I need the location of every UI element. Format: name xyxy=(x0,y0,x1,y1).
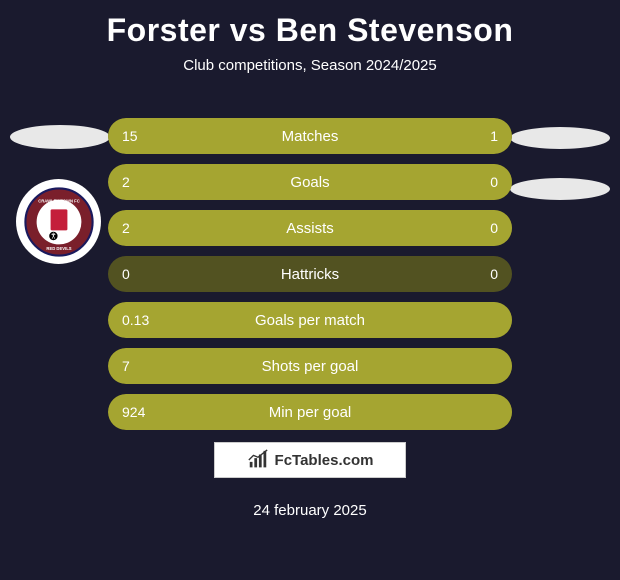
watermark: FcTables.com xyxy=(214,442,406,478)
club-badge-left: CRAWLEY TOWN FC RED DEVILS xyxy=(16,179,101,264)
stat-row: 2Assists0 xyxy=(108,210,512,246)
placeholder-oval-right-2 xyxy=(510,178,610,200)
stat-value-right: 0 xyxy=(490,256,498,292)
stat-label: Assists xyxy=(108,210,512,246)
footer-date: 24 february 2025 xyxy=(0,502,620,519)
stat-label: Goals per match xyxy=(108,302,512,338)
stats-container: 15Matches12Goals02Assists00Hattricks00.1… xyxy=(108,118,512,440)
stat-row: 0Hattricks0 xyxy=(108,256,512,292)
stat-row: 7Shots per goal xyxy=(108,348,512,384)
svg-text:RED DEVILS: RED DEVILS xyxy=(46,246,71,251)
stat-row: 924Min per goal xyxy=(108,394,512,430)
stat-row: 2Goals0 xyxy=(108,164,512,200)
stat-row: 0.13Goals per match xyxy=(108,302,512,338)
crawley-town-badge-icon: CRAWLEY TOWN FC RED DEVILS xyxy=(24,187,94,257)
stat-label: Min per goal xyxy=(108,394,512,430)
stat-value-right: 0 xyxy=(490,164,498,200)
chart-icon xyxy=(247,449,269,471)
stat-row: 15Matches1 xyxy=(108,118,512,154)
placeholder-oval-right-1 xyxy=(510,127,610,149)
page-title: Forster vs Ben Stevenson xyxy=(0,0,620,49)
watermark-text: FcTables.com xyxy=(275,452,374,469)
stat-label: Matches xyxy=(108,118,512,154)
stat-label: Shots per goal xyxy=(108,348,512,384)
stat-value-right: 1 xyxy=(490,118,498,154)
placeholder-oval-left xyxy=(10,125,110,149)
stat-label: Goals xyxy=(108,164,512,200)
page-subtitle: Club competitions, Season 2024/2025 xyxy=(0,57,620,74)
svg-text:CRAWLEY TOWN FC: CRAWLEY TOWN FC xyxy=(38,198,80,203)
stat-value-right: 0 xyxy=(490,210,498,246)
stat-label: Hattricks xyxy=(108,256,512,292)
